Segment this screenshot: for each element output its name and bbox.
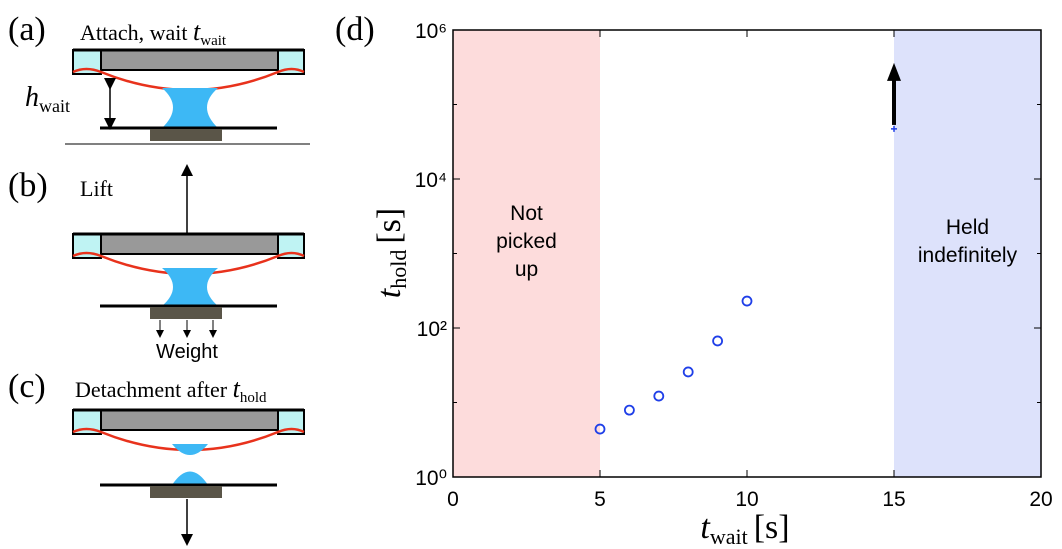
region — [453, 30, 600, 477]
x-tick-label: 0 — [447, 488, 459, 511]
y-axis-label: thold[s] — [371, 208, 411, 298]
region-label: Not — [510, 202, 543, 225]
y-tick-label: 10⁶ — [415, 20, 447, 43]
y-tick-label: 10⁴ — [415, 169, 447, 192]
panel-c: (c) Detachment after thold — [8, 368, 306, 546]
lower-bound-point — [891, 125, 897, 132]
x-tick-label: 10 — [735, 488, 758, 511]
panel-a: (a) Attach, wait twait hwait — [8, 11, 310, 145]
load-label: Weight — [156, 341, 218, 363]
y-tick-label: 10² — [417, 318, 447, 341]
caption: Detachment after thold — [75, 374, 267, 406]
region-label: indefinitely — [918, 244, 1018, 267]
panel-letter: (d) — [335, 11, 375, 48]
point — [624, 404, 635, 416]
region-label: picked — [496, 230, 557, 253]
caption: Lift — [80, 176, 113, 201]
panel-letter: (c) — [8, 368, 46, 405]
plot: Not picked up Held indefinitely 0 5 10 15 20 10⁰ 10… — [415, 20, 1053, 511]
point — [594, 423, 606, 435]
x-tick-label: 15 — [882, 488, 905, 511]
point — [741, 295, 753, 307]
y-tick-label: 10⁰ — [415, 467, 447, 490]
point — [653, 390, 665, 402]
x-axis-label: twait [s] — [700, 509, 789, 549]
x-tick-label: 5 — [594, 488, 606, 511]
panel-letter: (b) — [8, 167, 48, 204]
region — [894, 30, 1041, 477]
point — [682, 366, 694, 378]
gap-label: hwait — [25, 82, 70, 116]
caption: Attach, wait twait — [80, 17, 227, 49]
lower-bound-arrowhead — [887, 62, 901, 81]
x-tick-label: 20 — [1029, 488, 1052, 511]
panel-b: (b) Lift Weight — [8, 164, 306, 363]
panel-letter: (a) — [8, 11, 46, 48]
region-label: Held — [946, 216, 989, 239]
point — [712, 335, 723, 347]
region-label: up — [515, 258, 538, 281]
